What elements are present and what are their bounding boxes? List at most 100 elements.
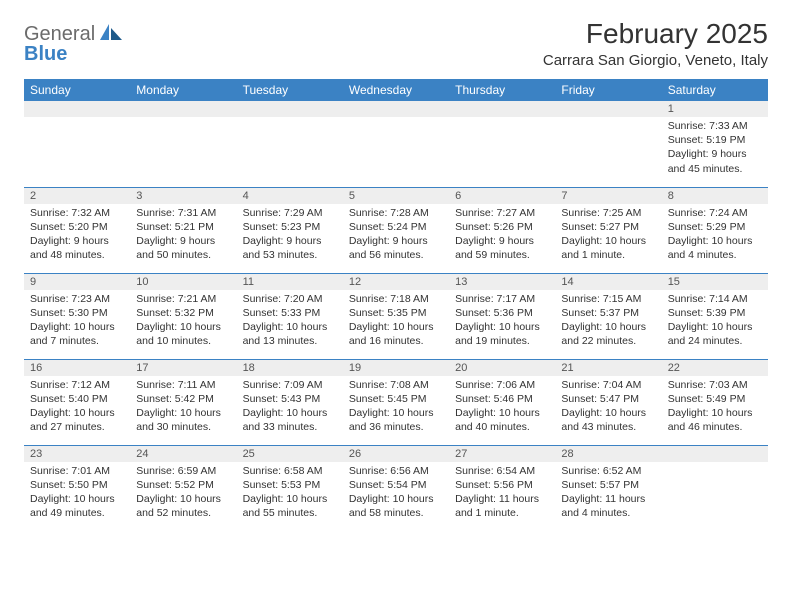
day-content: Sunrise: 7:06 AMSunset: 5:46 PMDaylight:…: [449, 376, 555, 439]
day-number: 2: [24, 188, 130, 204]
sunset-text: Sunset: 5:52 PM: [136, 478, 230, 492]
sunrise-text: Sunrise: 7:20 AM: [243, 292, 337, 306]
day-number: 18: [237, 360, 343, 376]
sunrise-text: Sunrise: 7:17 AM: [455, 292, 549, 306]
daylight-text: Daylight: 10 hours and 16 minutes.: [349, 320, 443, 348]
calendar-cell: 9Sunrise: 7:23 AMSunset: 5:30 PMDaylight…: [24, 273, 130, 359]
calendar-cell: 10Sunrise: 7:21 AMSunset: 5:32 PMDayligh…: [130, 273, 236, 359]
day-number: 22: [662, 360, 768, 376]
day-content: Sunrise: 7:08 AMSunset: 5:45 PMDaylight:…: [343, 376, 449, 439]
day-content: Sunrise: 7:31 AMSunset: 5:21 PMDaylight:…: [130, 204, 236, 267]
calendar-cell: [449, 101, 555, 187]
day-number: 15: [662, 274, 768, 290]
sunset-text: Sunset: 5:19 PM: [668, 133, 762, 147]
sunset-text: Sunset: 5:32 PM: [136, 306, 230, 320]
sunrise-text: Sunrise: 7:32 AM: [30, 206, 124, 220]
calendar-week: 1Sunrise: 7:33 AMSunset: 5:19 PMDaylight…: [24, 101, 768, 187]
day-content: Sunrise: 7:12 AMSunset: 5:40 PMDaylight:…: [24, 376, 130, 439]
day-content: Sunrise: 7:01 AMSunset: 5:50 PMDaylight:…: [24, 462, 130, 525]
sunset-text: Sunset: 5:54 PM: [349, 478, 443, 492]
sunrise-text: Sunrise: 7:01 AM: [30, 464, 124, 478]
sunset-text: Sunset: 5:43 PM: [243, 392, 337, 406]
day-number: 17: [130, 360, 236, 376]
calendar-cell: 4Sunrise: 7:29 AMSunset: 5:23 PMDaylight…: [237, 187, 343, 273]
calendar-cell: 15Sunrise: 7:14 AMSunset: 5:39 PMDayligh…: [662, 273, 768, 359]
day-number: 6: [449, 188, 555, 204]
location-label: Carrara San Giorgio, Veneto, Italy: [543, 52, 768, 69]
day-content: Sunrise: 7:15 AMSunset: 5:37 PMDaylight:…: [555, 290, 661, 353]
day-number: 13: [449, 274, 555, 290]
day-number: 26: [343, 446, 449, 462]
day-number: [449, 101, 555, 117]
daylight-text: Daylight: 10 hours and 43 minutes.: [561, 406, 655, 434]
calendar-cell: 3Sunrise: 7:31 AMSunset: 5:21 PMDaylight…: [130, 187, 236, 273]
day-content: Sunrise: 7:21 AMSunset: 5:32 PMDaylight:…: [130, 290, 236, 353]
day-number: 21: [555, 360, 661, 376]
day-content: Sunrise: 7:04 AMSunset: 5:47 PMDaylight:…: [555, 376, 661, 439]
day-number: [24, 101, 130, 117]
calendar-week: 9Sunrise: 7:23 AMSunset: 5:30 PMDaylight…: [24, 273, 768, 359]
daylight-text: Daylight: 10 hours and 30 minutes.: [136, 406, 230, 434]
day-content: Sunrise: 7:11 AMSunset: 5:42 PMDaylight:…: [130, 376, 236, 439]
sail-icon: [100, 24, 122, 40]
calendar-cell: 17Sunrise: 7:11 AMSunset: 5:42 PMDayligh…: [130, 359, 236, 445]
brand-text: General Blue: [24, 24, 122, 64]
sunset-text: Sunset: 5:50 PM: [30, 478, 124, 492]
calendar-cell: 5Sunrise: 7:28 AMSunset: 5:24 PMDaylight…: [343, 187, 449, 273]
col-monday: Monday: [130, 79, 236, 101]
day-number: 28: [555, 446, 661, 462]
calendar-cell: 20Sunrise: 7:06 AMSunset: 5:46 PMDayligh…: [449, 359, 555, 445]
daylight-text: Daylight: 10 hours and 40 minutes.: [455, 406, 549, 434]
sunset-text: Sunset: 5:57 PM: [561, 478, 655, 492]
col-tuesday: Tuesday: [237, 79, 343, 101]
daylight-text: Daylight: 11 hours and 1 minute.: [455, 492, 549, 520]
sunset-text: Sunset: 5:53 PM: [243, 478, 337, 492]
daylight-text: Daylight: 10 hours and 1 minute.: [561, 234, 655, 262]
day-content: Sunrise: 7:23 AMSunset: 5:30 PMDaylight:…: [24, 290, 130, 353]
sunset-text: Sunset: 5:35 PM: [349, 306, 443, 320]
day-number: 10: [130, 274, 236, 290]
day-number: [343, 101, 449, 117]
day-number: 3: [130, 188, 236, 204]
sunrise-text: Sunrise: 7:09 AM: [243, 378, 337, 392]
day-content: Sunrise: 6:58 AMSunset: 5:53 PMDaylight:…: [237, 462, 343, 525]
sunset-text: Sunset: 5:33 PM: [243, 306, 337, 320]
calendar-cell: 7Sunrise: 7:25 AMSunset: 5:27 PMDaylight…: [555, 187, 661, 273]
day-number: 19: [343, 360, 449, 376]
sunrise-text: Sunrise: 7:27 AM: [455, 206, 549, 220]
sunset-text: Sunset: 5:37 PM: [561, 306, 655, 320]
sunset-text: Sunset: 5:47 PM: [561, 392, 655, 406]
day-number: 23: [24, 446, 130, 462]
daylight-text: Daylight: 10 hours and 49 minutes.: [30, 492, 124, 520]
daylight-text: Daylight: 9 hours and 50 minutes.: [136, 234, 230, 262]
calendar-cell: 26Sunrise: 6:56 AMSunset: 5:54 PMDayligh…: [343, 445, 449, 531]
daylight-text: Daylight: 10 hours and 33 minutes.: [243, 406, 337, 434]
day-content: Sunrise: 7:09 AMSunset: 5:43 PMDaylight:…: [237, 376, 343, 439]
sunset-text: Sunset: 5:42 PM: [136, 392, 230, 406]
calendar-cell: [555, 101, 661, 187]
brand-line1: General: [24, 23, 95, 45]
sunrise-text: Sunrise: 7:06 AM: [455, 378, 549, 392]
daylight-text: Daylight: 9 hours and 45 minutes.: [668, 147, 762, 175]
col-thursday: Thursday: [449, 79, 555, 101]
calendar-cell: 13Sunrise: 7:17 AMSunset: 5:36 PMDayligh…: [449, 273, 555, 359]
day-number: 1: [662, 101, 768, 117]
page-header: General Blue February 2025 Carrara San G…: [24, 18, 768, 69]
calendar-cell: 19Sunrise: 7:08 AMSunset: 5:45 PMDayligh…: [343, 359, 449, 445]
sunset-text: Sunset: 5:26 PM: [455, 220, 549, 234]
daylight-text: Daylight: 10 hours and 7 minutes.: [30, 320, 124, 348]
daylight-text: Daylight: 10 hours and 19 minutes.: [455, 320, 549, 348]
daylight-text: Daylight: 9 hours and 48 minutes.: [30, 234, 124, 262]
day-number: [130, 101, 236, 117]
sunrise-text: Sunrise: 7:03 AM: [668, 378, 762, 392]
sunrise-text: Sunrise: 6:58 AM: [243, 464, 337, 478]
calendar-week: 2Sunrise: 7:32 AMSunset: 5:20 PMDaylight…: [24, 187, 768, 273]
sunrise-text: Sunrise: 7:11 AM: [136, 378, 230, 392]
day-content: Sunrise: 6:56 AMSunset: 5:54 PMDaylight:…: [343, 462, 449, 525]
day-content: Sunrise: 7:20 AMSunset: 5:33 PMDaylight:…: [237, 290, 343, 353]
calendar-cell: 11Sunrise: 7:20 AMSunset: 5:33 PMDayligh…: [237, 273, 343, 359]
day-content: Sunrise: 7:28 AMSunset: 5:24 PMDaylight:…: [343, 204, 449, 267]
sunrise-text: Sunrise: 7:12 AM: [30, 378, 124, 392]
title-block: February 2025 Carrara San Giorgio, Venet…: [543, 18, 768, 69]
sunrise-text: Sunrise: 6:52 AM: [561, 464, 655, 478]
